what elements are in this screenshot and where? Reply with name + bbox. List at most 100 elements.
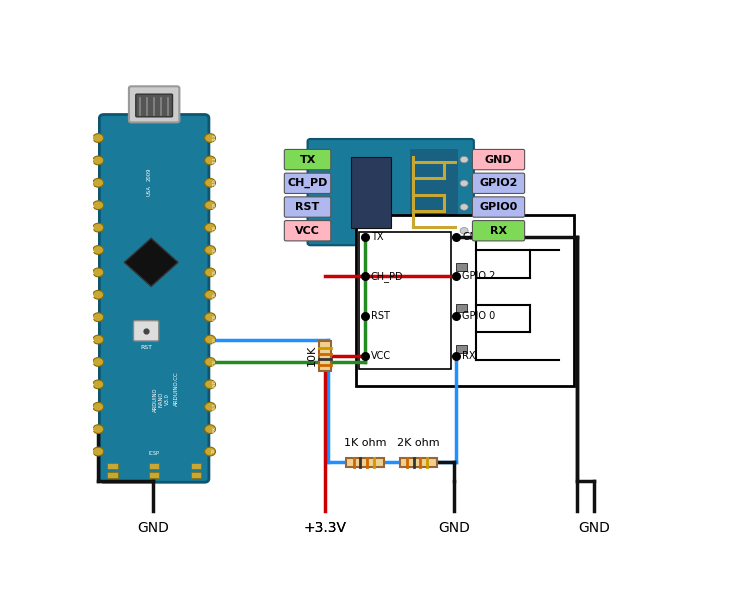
Circle shape — [460, 180, 468, 187]
Point — [359, 272, 371, 281]
FancyBboxPatch shape — [308, 139, 474, 245]
Bar — [359, 232, 451, 369]
Text: GPIO 2: GPIO 2 — [462, 271, 496, 281]
Text: ARDUINO
NANO
V3.0: ARDUINO NANO V3.0 — [152, 387, 170, 412]
Text: TX: TX — [371, 232, 383, 242]
Circle shape — [92, 447, 104, 456]
Text: RX: RX — [212, 426, 216, 432]
Text: GPIO0: GPIO0 — [480, 202, 518, 212]
Circle shape — [313, 157, 321, 163]
Bar — [457, 304, 467, 312]
Circle shape — [205, 403, 215, 411]
Text: 5V: 5V — [92, 382, 96, 387]
FancyBboxPatch shape — [472, 173, 525, 193]
FancyBboxPatch shape — [284, 197, 331, 217]
FancyBboxPatch shape — [472, 221, 525, 241]
Text: D9: D9 — [212, 202, 216, 208]
Circle shape — [92, 245, 104, 254]
Bar — [191, 472, 201, 478]
FancyBboxPatch shape — [129, 86, 179, 122]
Circle shape — [92, 425, 104, 434]
Point — [451, 232, 462, 241]
Text: GND: GND — [579, 521, 610, 535]
Circle shape — [92, 223, 104, 232]
Text: GPIO 0: GPIO 0 — [462, 311, 495, 322]
Circle shape — [205, 313, 215, 322]
Text: GPIO2: GPIO2 — [480, 178, 518, 188]
Circle shape — [205, 156, 215, 165]
Circle shape — [460, 204, 468, 210]
Circle shape — [205, 358, 215, 367]
Circle shape — [92, 290, 104, 299]
Text: 2K ohm: 2K ohm — [397, 437, 440, 448]
Circle shape — [92, 134, 104, 142]
FancyBboxPatch shape — [99, 115, 209, 482]
Bar — [149, 463, 159, 469]
Point — [359, 232, 371, 241]
Text: D4: D4 — [212, 314, 216, 320]
Text: TX: TX — [300, 155, 316, 164]
Text: GND: GND — [212, 379, 216, 389]
Text: RST: RST — [212, 403, 216, 411]
Point — [451, 272, 462, 281]
Circle shape — [92, 156, 104, 165]
Text: VCC: VCC — [295, 226, 320, 236]
Circle shape — [313, 180, 321, 187]
Circle shape — [92, 380, 104, 389]
Circle shape — [205, 223, 215, 232]
Text: D6: D6 — [212, 269, 216, 275]
Text: D3: D3 — [212, 337, 216, 343]
FancyBboxPatch shape — [284, 221, 331, 241]
Text: 1K ohm: 1K ohm — [343, 437, 386, 448]
FancyBboxPatch shape — [284, 149, 331, 170]
Circle shape — [205, 425, 215, 434]
Circle shape — [92, 268, 104, 277]
Point — [359, 311, 371, 321]
Text: D10: D10 — [212, 178, 216, 187]
Circle shape — [92, 335, 104, 344]
Text: A7: A7 — [92, 359, 96, 365]
Bar — [191, 463, 201, 469]
Point — [140, 326, 152, 335]
Text: A1: A1 — [92, 225, 96, 230]
Text: A3: A3 — [92, 269, 96, 275]
Circle shape — [205, 201, 215, 209]
Text: USA: USA — [147, 185, 152, 196]
Bar — [357, 215, 574, 386]
Text: D13: D13 — [92, 134, 96, 142]
Circle shape — [313, 204, 321, 210]
Point — [451, 311, 462, 321]
Text: ICSP: ICSP — [149, 451, 160, 457]
Circle shape — [205, 245, 215, 254]
FancyBboxPatch shape — [472, 149, 525, 170]
Text: GND: GND — [438, 521, 470, 535]
FancyBboxPatch shape — [400, 458, 437, 467]
Text: 10K: 10K — [307, 345, 317, 366]
Text: RX: RX — [490, 226, 507, 236]
Text: RX: RX — [462, 351, 476, 361]
Text: PWR: PWR — [92, 424, 96, 434]
Bar — [107, 472, 118, 478]
Circle shape — [205, 268, 215, 277]
Point — [451, 352, 462, 361]
Text: +3.3V: +3.3V — [303, 521, 346, 535]
Circle shape — [205, 134, 215, 142]
Circle shape — [460, 157, 468, 163]
Bar — [457, 263, 467, 271]
FancyBboxPatch shape — [472, 197, 525, 217]
Circle shape — [92, 201, 104, 209]
Bar — [351, 157, 391, 227]
Text: RST: RST — [295, 202, 320, 212]
Text: A2: A2 — [92, 247, 96, 253]
FancyBboxPatch shape — [136, 94, 172, 117]
Text: D8: D8 — [212, 224, 216, 230]
Circle shape — [92, 313, 104, 322]
Text: A0: A0 — [92, 202, 96, 208]
Circle shape — [205, 335, 215, 344]
FancyBboxPatch shape — [346, 458, 383, 467]
Text: A6: A6 — [92, 337, 96, 343]
FancyBboxPatch shape — [284, 173, 331, 193]
Text: GND: GND — [137, 521, 169, 535]
Bar — [410, 149, 458, 235]
Text: A4: A4 — [92, 292, 96, 298]
